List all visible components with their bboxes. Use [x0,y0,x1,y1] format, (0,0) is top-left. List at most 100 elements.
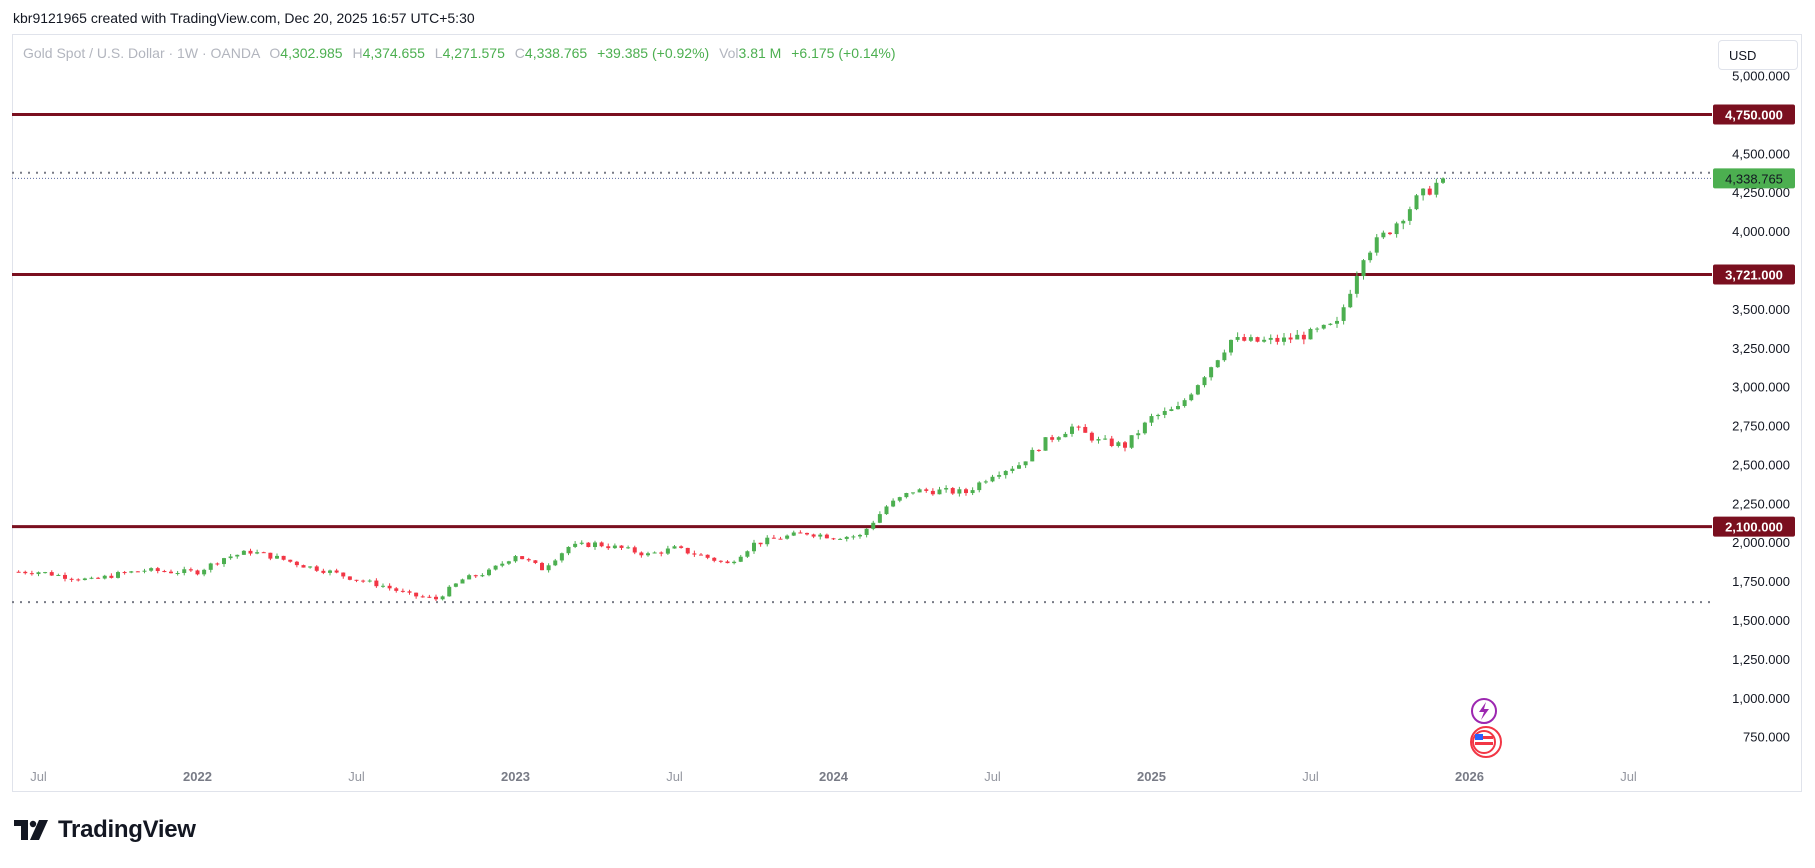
candle[interactable] [626,545,631,549]
candle[interactable] [241,550,246,555]
candle[interactable] [1070,423,1074,437]
candle[interactable] [361,579,366,583]
candle[interactable] [997,471,1002,480]
candle[interactable] [334,568,339,574]
candle[interactable] [1328,323,1333,326]
candle[interactable] [400,588,405,593]
candle[interactable] [1255,336,1260,343]
candle[interactable] [705,554,710,560]
candle[interactable] [155,566,160,574]
lightning-event-icon[interactable] [1471,698,1497,724]
candle[interactable] [261,551,266,554]
candle[interactable] [506,560,511,566]
candle[interactable] [593,540,597,550]
candle[interactable] [1381,230,1386,240]
candle[interactable] [911,492,915,495]
candle[interactable] [924,487,929,493]
candle[interactable] [990,474,995,483]
candle[interactable] [420,594,425,598]
candle[interactable] [162,569,167,573]
candle[interactable] [1003,470,1008,479]
candle[interactable] [1315,327,1320,333]
candle[interactable] [791,530,796,537]
candle[interactable] [1030,447,1035,462]
candle[interactable] [175,570,180,576]
candle[interactable] [864,528,869,538]
candle[interactable] [1089,431,1094,443]
candle[interactable] [983,479,988,484]
candle[interactable] [665,545,670,555]
candle[interactable] [679,545,684,549]
candle[interactable] [460,578,465,584]
candle[interactable] [1374,234,1379,256]
candle[interactable] [950,486,955,495]
candle[interactable] [255,549,260,555]
candle[interactable] [407,589,412,595]
candle[interactable] [1116,440,1121,448]
candle[interactable] [43,571,48,574]
candle[interactable] [235,554,240,559]
candle[interactable] [473,574,478,579]
candle[interactable] [1209,366,1214,381]
candle[interactable] [851,534,856,540]
candle[interactable] [732,560,737,565]
candle[interactable] [387,583,392,591]
candle[interactable] [129,570,134,574]
candle[interactable] [480,573,485,578]
candle[interactable] [692,550,697,557]
candle[interactable] [1288,333,1293,344]
candle[interactable] [858,533,862,539]
candle[interactable] [36,571,41,577]
candle[interactable] [1242,333,1247,342]
candle[interactable] [1282,333,1286,346]
candle[interactable] [612,543,617,549]
candle[interactable] [109,573,114,579]
candle[interactable] [1427,185,1432,196]
candle[interactable] [1129,435,1134,449]
candle[interactable] [467,573,472,580]
candle[interactable] [937,486,942,495]
candle[interactable] [69,577,74,582]
candle[interactable] [520,556,525,560]
candle[interactable] [248,548,253,556]
price-axis[interactable]: 5,000.000 4,500.000 4,250.000 4,000.000 3,50… [1732,69,1790,745]
candle[interactable] [1235,332,1240,342]
candle[interactable] [977,481,982,493]
candle[interactable] [1301,331,1306,345]
candle[interactable] [778,536,783,540]
candle[interactable] [367,579,372,583]
candle[interactable] [288,559,293,563]
candle[interactable] [619,545,624,551]
candle[interactable] [1063,431,1068,438]
candle[interactable] [1056,436,1061,442]
candle[interactable] [725,560,730,564]
candle[interactable] [540,561,544,571]
candle[interactable] [1388,231,1392,236]
candle[interactable] [606,543,611,550]
candle[interactable] [513,554,518,563]
candle[interactable] [871,520,876,531]
candle[interactable] [453,583,458,588]
candle[interactable] [1421,188,1426,201]
candle[interactable] [1262,336,1267,343]
candle[interactable] [1149,413,1154,427]
candle[interactable] [1169,406,1174,412]
candle[interactable] [493,565,498,571]
candle[interactable] [1407,206,1412,225]
candle[interactable] [76,578,81,582]
candle[interactable] [1189,392,1194,402]
candle[interactable] [122,570,127,575]
candle[interactable] [447,585,452,597]
candle[interactable] [341,572,346,579]
candle[interactable] [639,551,644,558]
candle[interactable] [149,567,154,572]
candle[interactable] [440,595,445,601]
candle[interactable] [1401,219,1406,230]
candle[interactable] [1096,436,1101,444]
candle[interactable] [1222,349,1227,362]
candle[interactable] [586,542,591,548]
candle[interactable] [712,557,717,563]
symbol-legend[interactable]: Gold Spot / U.S. Dollar · 1W · OANDA O4,… [23,45,896,61]
candle[interactable] [1010,466,1015,474]
candle[interactable] [1348,289,1353,309]
